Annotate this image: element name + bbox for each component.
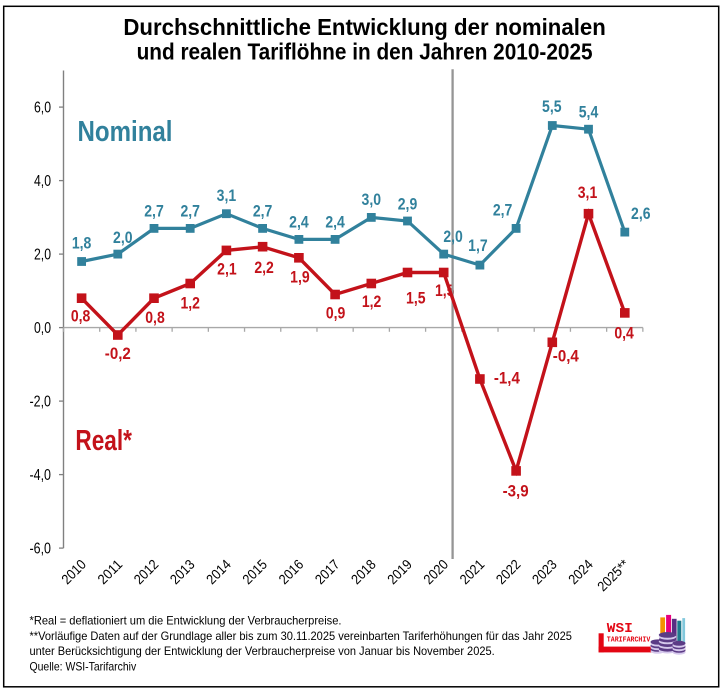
svg-text:4,0: 4,0	[34, 173, 51, 190]
svg-text:2,0: 2,0	[113, 228, 133, 247]
svg-text:-0,4: -0,4	[553, 347, 580, 366]
svg-text:1,8: 1,8	[72, 234, 92, 253]
svg-text:-2,0: -2,0	[30, 394, 52, 411]
svg-text:2,7: 2,7	[180, 201, 200, 220]
svg-text:-6,0: -6,0	[30, 541, 52, 558]
svg-text:5,5: 5,5	[542, 97, 562, 116]
svg-text:1,5: 1,5	[406, 289, 426, 308]
svg-text:-0,2: -0,2	[105, 344, 131, 363]
svg-text:WSI: WSI	[607, 621, 633, 637]
svg-text:2,2: 2,2	[254, 258, 274, 277]
svg-text:1,2: 1,2	[362, 292, 382, 311]
svg-text:1,2: 1,2	[180, 294, 200, 313]
svg-text:0,0: 0,0	[34, 320, 51, 337]
svg-text:0,8: 0,8	[71, 307, 91, 326]
svg-text:2,9: 2,9	[398, 195, 418, 214]
svg-text:2,6: 2,6	[631, 204, 651, 223]
svg-text:3,0: 3,0	[362, 190, 382, 209]
svg-text:1,9: 1,9	[290, 267, 310, 286]
svg-text:Durchschnittliche Entwicklung: Durchschnittliche Entwicklung der nomina…	[123, 14, 605, 40]
svg-text:**Vorläufige Daten auf der Gru: **Vorläufige Daten auf der Grundlage all…	[30, 630, 573, 643]
svg-text:0,4: 0,4	[614, 323, 634, 342]
svg-text:2,7: 2,7	[144, 201, 164, 220]
svg-text:2,4: 2,4	[325, 212, 345, 231]
svg-text:TARIFARCHIV: TARIFARCHIV	[607, 636, 651, 644]
svg-text:6,0: 6,0	[34, 100, 51, 117]
svg-text:2,0: 2,0	[443, 227, 463, 246]
svg-text:und realen Tariflöhne in den J: und realen Tariflöhne in den Jahren 2010…	[137, 38, 593, 64]
svg-text:-3,9: -3,9	[503, 481, 529, 500]
svg-text:unter Berücksichtigung der Ent: unter Berücksichtigung der Entwicklung d…	[30, 645, 495, 658]
svg-text:2,4: 2,4	[289, 212, 309, 231]
svg-text:Quelle: WSI-Tarifarchiv: Quelle: WSI-Tarifarchiv	[30, 660, 137, 673]
svg-text:3,1: 3,1	[217, 186, 237, 205]
svg-text:0,9: 0,9	[326, 304, 346, 323]
svg-text:2,0: 2,0	[34, 247, 51, 264]
svg-text:2,7: 2,7	[253, 201, 273, 220]
svg-text:0,8: 0,8	[145, 308, 165, 327]
svg-text:Nominal: Nominal	[78, 116, 173, 148]
svg-text:2,7: 2,7	[493, 201, 513, 220]
svg-text:5,4: 5,4	[579, 103, 599, 122]
svg-text:2,1: 2,1	[217, 259, 237, 278]
svg-text:*Real = deflationiert um die E: *Real = deflationiert um die Entwicklung…	[30, 615, 342, 628]
svg-text:1,7: 1,7	[468, 236, 488, 255]
svg-text:-1,4: -1,4	[494, 369, 521, 388]
svg-text:Real*: Real*	[75, 425, 132, 457]
svg-text:3,1: 3,1	[578, 183, 598, 202]
svg-text:-4,0: -4,0	[30, 467, 52, 484]
